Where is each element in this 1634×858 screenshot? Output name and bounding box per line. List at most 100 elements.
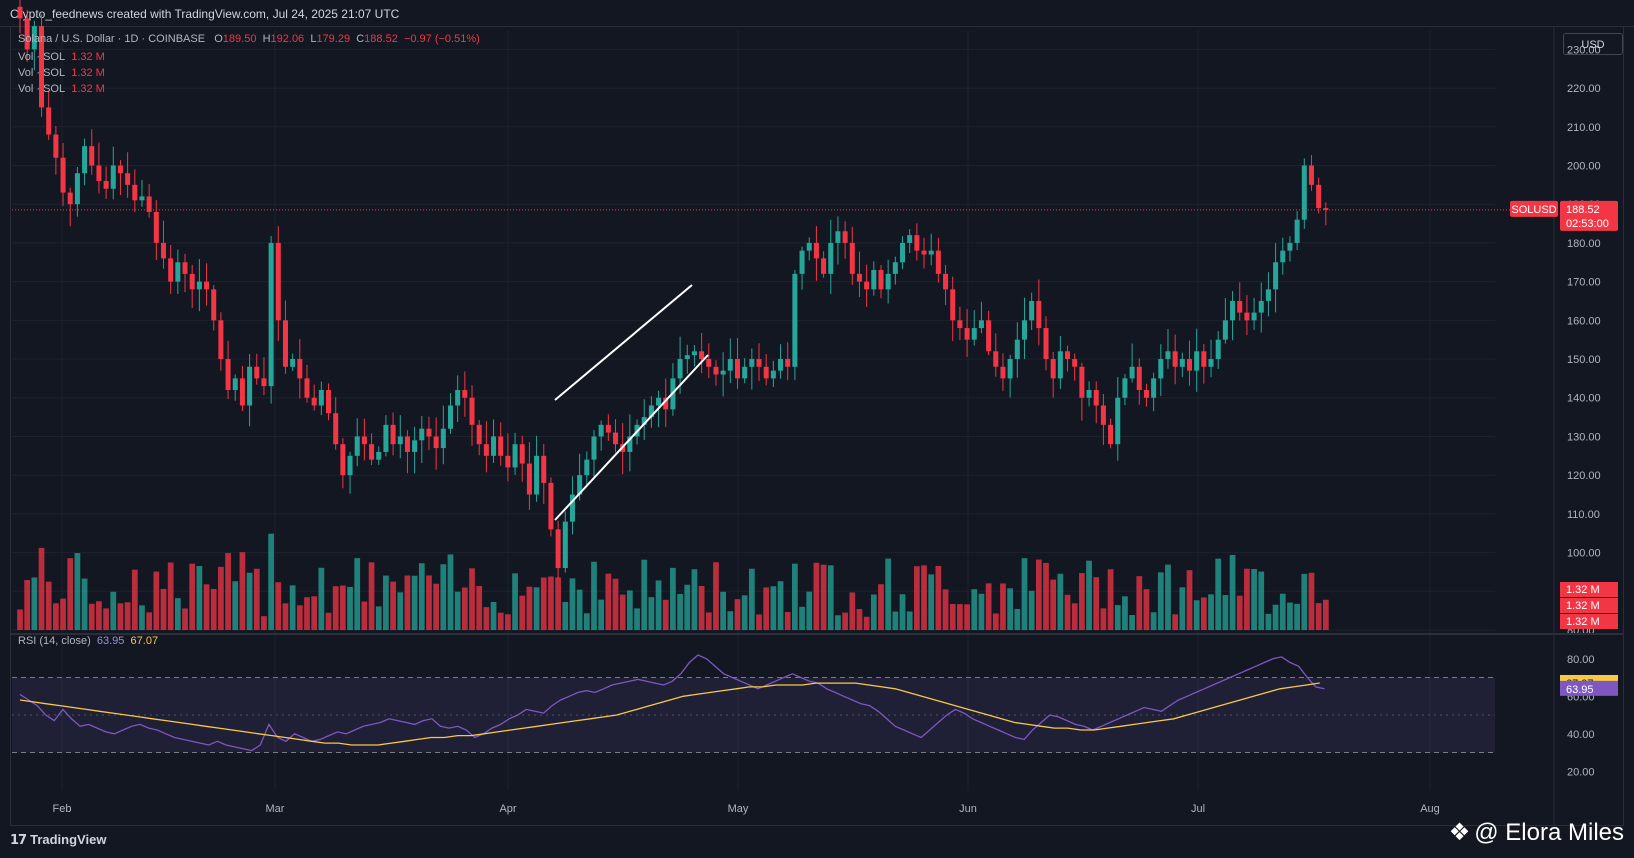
candle-body (168, 258, 174, 282)
candle-body (39, 26, 45, 108)
candle-body (562, 521, 568, 569)
currency-button[interactable]: USD (1563, 33, 1623, 55)
volume-bar (418, 563, 425, 630)
volume-tag (1560, 598, 1618, 613)
volume-bar (383, 575, 389, 630)
candle-body (139, 196, 145, 201)
candle-body (469, 397, 475, 425)
rsi-line (19, 654, 1325, 752)
volume-bar (1272, 604, 1279, 630)
volume-tag-label: 1.32 M (1566, 584, 1600, 596)
candle-body (1251, 312, 1257, 321)
volume-bar (189, 563, 196, 630)
volume-bar (533, 587, 540, 630)
candle-body (196, 281, 202, 290)
candle-body (340, 444, 346, 476)
candle-body (1258, 300, 1264, 313)
time-tick-label: Mar (266, 803, 285, 815)
volume-bar (296, 605, 303, 630)
candle-body (512, 444, 518, 468)
candle-body (153, 211, 159, 243)
candle-body (1000, 366, 1006, 379)
price-tick-label: 170.00 (1567, 277, 1601, 289)
candle-body (498, 436, 504, 456)
close-value: 188.52 (364, 33, 398, 45)
volume-bar (88, 603, 95, 630)
candle-body (1158, 359, 1164, 379)
candle-body (1086, 390, 1092, 398)
volume-bar (784, 612, 791, 630)
volume-bar (626, 590, 633, 630)
volume-bar (799, 606, 805, 630)
candle-body (1316, 184, 1322, 209)
volume-bar (921, 565, 927, 630)
candle-body (204, 281, 210, 290)
volume-bar (885, 558, 892, 630)
volume-bar (347, 586, 353, 630)
candle-body (311, 397, 317, 406)
candle-body (569, 494, 575, 522)
volume-bar (985, 583, 992, 630)
current-price-label: 188.52 (1566, 204, 1600, 216)
candle-body (189, 273, 195, 290)
candle-body (419, 428, 425, 441)
candle-body (691, 351, 697, 356)
candle-body (871, 270, 877, 290)
candle-body (82, 146, 88, 174)
volume-bar (741, 595, 748, 630)
volume-bar (174, 598, 181, 630)
tradingview-logo[interactable]: 𝟭𝟳 TradingView (10, 832, 106, 848)
candle-body (1014, 339, 1020, 360)
volume-bar (426, 575, 432, 630)
candle-body (24, 18, 30, 50)
candle-body (541, 455, 547, 483)
change-value: −0.97 (−0.51%) (403, 33, 480, 45)
candle-body (907, 235, 913, 243)
candle-body (383, 424, 389, 452)
close-label: C (356, 33, 365, 45)
candle-body (182, 262, 188, 274)
volume-bar (548, 576, 554, 630)
candle-body (1079, 366, 1085, 398)
rsi-tick-label: 80.00 (1567, 654, 1595, 666)
volume-bar (505, 614, 511, 630)
volume-bar (31, 577, 38, 630)
volume-bar (720, 591, 727, 630)
candle-body (742, 366, 748, 379)
candle-body (304, 378, 310, 398)
volume-bar (1136, 576, 1143, 630)
volume-bar (1007, 588, 1014, 630)
rsi-value-tag-label: 63.95 (1566, 684, 1594, 696)
time-tick-label: Jun (959, 803, 977, 815)
price-tick-label: 220.00 (1567, 83, 1601, 95)
low-label: L (310, 33, 317, 45)
rsi-legend: RSI (14, close) 63.95 67.07 (18, 635, 158, 647)
candle-body (103, 180, 109, 189)
channel-upper-line (554, 284, 693, 401)
candle-body (986, 320, 992, 352)
candle-body (577, 475, 583, 495)
candle-body (1244, 312, 1250, 321)
volume-bar (1021, 558, 1028, 630)
volume-bar (1150, 612, 1157, 630)
volume-bar (964, 604, 970, 630)
candle-body (211, 289, 217, 321)
price-tick-label: 160.00 (1567, 315, 1601, 327)
candle-body (232, 378, 238, 390)
volume-bar (1222, 595, 1229, 630)
volume-bar (124, 602, 131, 630)
volume-bar (598, 599, 605, 630)
volume-bar (461, 587, 468, 630)
candle-body (1151, 378, 1157, 398)
volume-bar (756, 614, 762, 630)
volume-bar (1057, 573, 1064, 630)
volume-bar (792, 563, 798, 630)
volume-bar (691, 569, 698, 630)
volume-bar (318, 567, 325, 630)
volume-bar (892, 611, 899, 630)
volume-bar (160, 588, 167, 630)
volume-bar (942, 589, 949, 630)
volume-bar (698, 585, 705, 630)
candle-body (53, 134, 59, 158)
